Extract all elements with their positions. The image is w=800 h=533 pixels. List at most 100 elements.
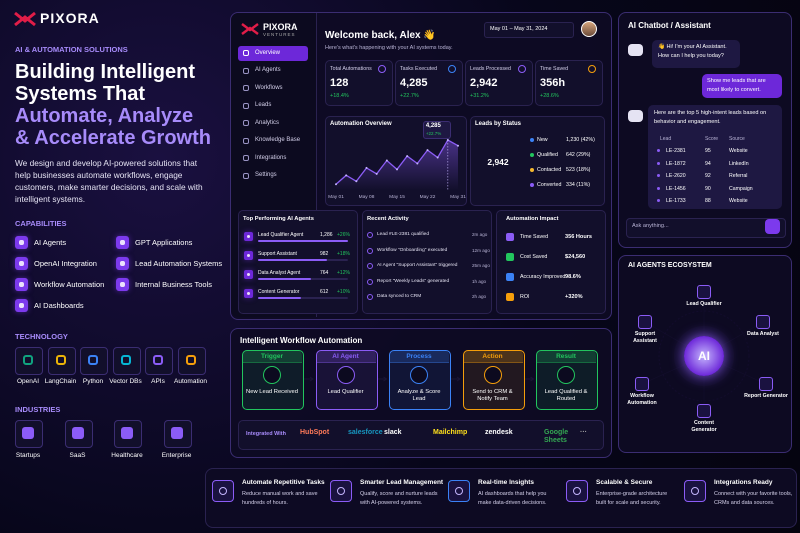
node-icon — [759, 377, 773, 391]
ai-core — [684, 336, 724, 376]
nav-icon — [243, 120, 249, 126]
legend-dot — [530, 183, 534, 187]
tech-label: OpenAI — [16, 378, 40, 385]
node-icon — [697, 285, 711, 299]
row-icon — [657, 174, 660, 177]
feature-title: Integrations Ready — [714, 479, 773, 486]
node-label: Workflow Automation — [627, 393, 657, 406]
card-title: Automation Impact — [506, 216, 559, 222]
row-icon — [657, 161, 660, 165]
icon-glyph — [18, 302, 25, 309]
nav-item: Workflows — [255, 84, 283, 91]
table-cell: Referral — [729, 173, 748, 179]
logo-text: PIXORA — [40, 10, 100, 26]
table-cell: LE-1456 — [666, 185, 686, 192]
agent-change: +26% — [337, 232, 350, 238]
table-cell: LinkedIn — [729, 160, 749, 167]
industry-glyph — [121, 427, 133, 439]
icon-glyph — [119, 281, 126, 288]
feature-glyph — [219, 487, 227, 495]
agent-name: Support Assistant — [258, 251, 297, 257]
activity-text: Workflow "Onboarding" executed — [377, 247, 448, 253]
icon-glyph — [119, 260, 126, 267]
tech-icon — [145, 347, 173, 375]
feature-glyph — [691, 487, 699, 495]
icon-glyph — [18, 260, 25, 267]
nav-icon — [243, 172, 249, 179]
nav-item: Settings — [255, 172, 277, 178]
industry-label: Enterprise — [161, 452, 192, 459]
x-tick-label: May 08 — [358, 195, 375, 200]
integration: Google Sheets — [544, 429, 569, 444]
activity-icon — [367, 278, 373, 285]
nav-icon — [243, 85, 249, 91]
node-label: Data Analyst — [747, 331, 779, 337]
activity-text: Lead #LE-2381 qualified — [377, 232, 430, 237]
agent-bar — [258, 278, 312, 280]
node-label: Lead Qualifier — [686, 301, 722, 307]
avatar — [581, 21, 597, 37]
chart-title: Leads by Status — [475, 121, 522, 127]
step-title: AI Agent — [332, 353, 359, 360]
capability: AI Agents — [34, 238, 67, 247]
node-icon — [697, 404, 711, 418]
nav-icon — [243, 50, 249, 56]
step-head — [242, 350, 302, 363]
kpi-label: Total Automations — [330, 66, 372, 72]
impact-value: +320% — [565, 294, 583, 300]
step-title: Action — [482, 353, 503, 360]
section-title: CAPABILITIES — [15, 219, 67, 228]
legend-label: New — [537, 137, 548, 143]
nav-item: AI Agents — [255, 67, 281, 73]
ai-core-label: AI — [698, 349, 710, 363]
table-header: Source — [729, 136, 745, 142]
impact-icon — [506, 253, 514, 261]
legend-dot — [530, 138, 534, 142]
icon-glyph — [119, 239, 126, 246]
date-range: May 01 – May 31, 2024 — [490, 26, 548, 32]
step-card — [462, 350, 525, 410]
feature-title: Automate Repetitive Tasks — [242, 479, 325, 486]
table-header: Lead — [660, 136, 672, 142]
agent-name: Content Generator — [258, 289, 300, 295]
logo-mark — [14, 11, 36, 27]
table-cell: 94 — [705, 160, 711, 167]
activity-time: 12m ago — [472, 247, 490, 253]
icon-glyph — [18, 239, 25, 246]
callout-value: 4,285 — [425, 123, 441, 129]
table-cell: Website — [729, 148, 748, 154]
callout-change: +22.7% — [425, 130, 442, 136]
agent-bar — [258, 240, 348, 242]
feature-glyph — [573, 487, 581, 495]
tech-icon — [47, 347, 76, 375]
capability: Workflow Automation — [34, 280, 105, 289]
nav-item: Leads — [255, 102, 272, 108]
kpi-icon — [448, 65, 456, 73]
capability: GPT Applications — [135, 238, 193, 247]
tech-glyph — [185, 355, 196, 365]
icon-glyph — [246, 234, 251, 239]
step-icon — [410, 366, 428, 384]
activity-time: 1h ago — [472, 278, 487, 284]
description: We design and develop AI-powered solutio… — [15, 158, 203, 204]
x-tick-label: May 22 — [419, 195, 436, 200]
feature-text: Qualify, score and nurture leads with AI… — [360, 491, 438, 506]
donut-center: 2,942 — [487, 157, 509, 167]
bot-message: 👋 Hi! I'm your AI Assistant. How can I h… — [658, 44, 727, 59]
send-button[interactable] — [765, 219, 780, 234]
table-cell: 90 — [705, 185, 711, 192]
step-head — [315, 350, 376, 363]
legend-dot — [530, 153, 534, 157]
user-message: Show me leads that are most likely to co… — [707, 78, 766, 93]
agent-value: 764 — [320, 270, 329, 276]
bot-avatar — [628, 110, 643, 122]
industry-glyph — [22, 427, 34, 439]
step-head — [389, 350, 449, 363]
capability: Lead Automation Systems — [135, 259, 223, 268]
table-header: Score — [705, 136, 719, 142]
kpi-label: Time Saved — [540, 66, 569, 72]
activity-text: Report "Weekly Leads" generated — [377, 278, 450, 284]
agent-change: +12% — [337, 270, 350, 276]
step-title: Trigger — [260, 353, 284, 360]
feature-title: Smarter Lead Management — [360, 479, 444, 486]
